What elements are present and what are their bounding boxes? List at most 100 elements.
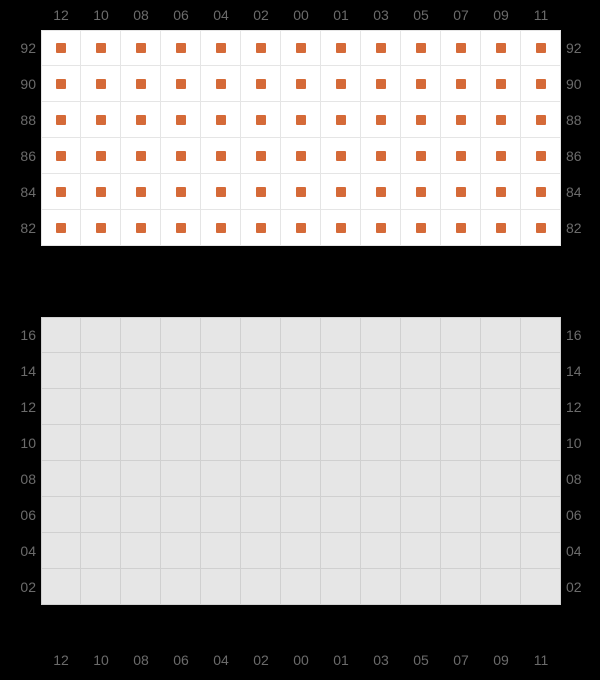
cell (41, 461, 81, 497)
cell (201, 461, 241, 497)
row-label: 90 (6, 66, 36, 102)
cell (281, 317, 321, 353)
cell (41, 317, 81, 353)
cell (81, 353, 121, 389)
cell (81, 66, 121, 102)
well-marker (96, 79, 106, 89)
column-label: 04 (201, 7, 241, 23)
well-marker (536, 223, 546, 233)
well-marker (96, 223, 106, 233)
cell (241, 66, 281, 102)
well-marker (256, 187, 266, 197)
cell (281, 66, 321, 102)
well-marker (216, 79, 226, 89)
cell (441, 102, 481, 138)
well-marker (256, 79, 266, 89)
row-label: 82 (6, 210, 36, 246)
cell (481, 66, 521, 102)
cell (521, 210, 561, 246)
column-label: 08 (121, 7, 161, 23)
cell (241, 30, 281, 66)
cell (81, 317, 121, 353)
cell (521, 66, 561, 102)
row-label: 16 (6, 317, 36, 353)
well-marker (56, 151, 66, 161)
cell (161, 569, 201, 605)
row-label: 86 (6, 138, 36, 174)
well-marker (56, 115, 66, 125)
cell (521, 425, 561, 461)
column-label: 10 (81, 652, 121, 668)
cell (401, 138, 441, 174)
row-label: 04 (566, 533, 596, 569)
row-labels-bottom-right: 1614121008060402 (566, 317, 596, 605)
cell (481, 210, 521, 246)
cell (521, 102, 561, 138)
well-marker (376, 79, 386, 89)
cell (521, 533, 561, 569)
cell (521, 461, 561, 497)
cell (201, 30, 241, 66)
column-label: 09 (481, 652, 521, 668)
cell (321, 533, 361, 569)
cell (41, 138, 81, 174)
cell (121, 66, 161, 102)
cell (41, 569, 81, 605)
row-label: 08 (566, 461, 596, 497)
well-marker (56, 223, 66, 233)
cell (81, 138, 121, 174)
well-marker (456, 79, 466, 89)
cell (161, 497, 201, 533)
cell (521, 138, 561, 174)
cell (441, 317, 481, 353)
cell (401, 210, 441, 246)
cell (201, 102, 241, 138)
cell (281, 174, 321, 210)
cell (81, 102, 121, 138)
cell (161, 317, 201, 353)
well-marker (256, 43, 266, 53)
cell (361, 533, 401, 569)
cell (441, 389, 481, 425)
cell (201, 425, 241, 461)
cell (81, 425, 121, 461)
row-label: 88 (566, 102, 596, 138)
well-marker (296, 43, 306, 53)
column-label: 12 (41, 7, 81, 23)
cell (441, 174, 481, 210)
column-label: 07 (441, 652, 481, 668)
well-marker (296, 151, 306, 161)
cell (81, 210, 121, 246)
cell (321, 317, 361, 353)
cell (161, 30, 201, 66)
cell (361, 389, 401, 425)
row-labels-top-left: 929088868482 (6, 30, 36, 246)
well-marker (176, 79, 186, 89)
cell (41, 533, 81, 569)
cell (521, 30, 561, 66)
well-marker (256, 151, 266, 161)
cell (241, 317, 281, 353)
cell (41, 389, 81, 425)
cell (281, 461, 321, 497)
well-marker (496, 223, 506, 233)
row-label: 88 (6, 102, 36, 138)
row-labels-top-right: 929088868482 (566, 30, 596, 246)
well-marker (376, 223, 386, 233)
column-label: 11 (521, 7, 561, 23)
cell (401, 533, 441, 569)
row-label: 16 (566, 317, 596, 353)
well-marker (56, 79, 66, 89)
column-label: 10 (81, 7, 121, 23)
cell (361, 497, 401, 533)
well-marker (336, 151, 346, 161)
panel-bottom (41, 317, 561, 605)
cell (161, 353, 201, 389)
cell (201, 138, 241, 174)
column-label: 02 (241, 652, 281, 668)
column-label: 08 (121, 652, 161, 668)
column-label: 09 (481, 7, 521, 23)
cell (321, 497, 361, 533)
well-marker (336, 115, 346, 125)
cell (201, 174, 241, 210)
